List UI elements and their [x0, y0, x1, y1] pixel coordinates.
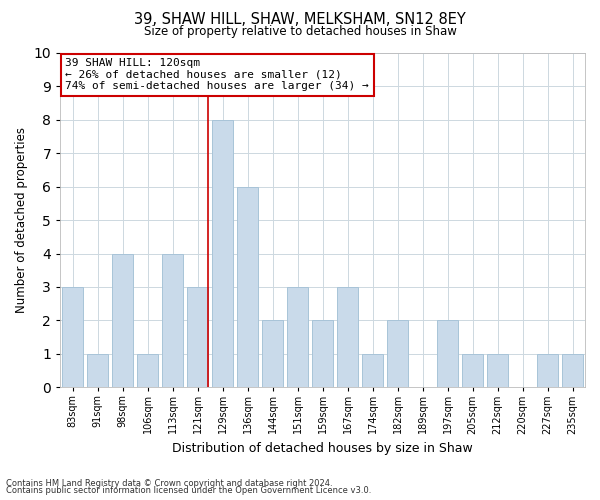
Bar	[137, 354, 158, 387]
Bar	[162, 254, 183, 387]
Bar	[237, 186, 258, 387]
Text: 39, SHAW HILL, SHAW, MELKSHAM, SN12 8EY: 39, SHAW HILL, SHAW, MELKSHAM, SN12 8EY	[134, 12, 466, 28]
Text: 39 SHAW HILL: 120sqm
← 26% of detached houses are smaller (12)
74% of semi-detac: 39 SHAW HILL: 120sqm ← 26% of detached h…	[65, 58, 369, 91]
Bar	[537, 354, 558, 387]
Bar	[387, 320, 408, 387]
Bar	[462, 354, 483, 387]
Bar	[487, 354, 508, 387]
Bar	[62, 287, 83, 387]
Bar	[562, 354, 583, 387]
X-axis label: Distribution of detached houses by size in Shaw: Distribution of detached houses by size …	[172, 442, 473, 455]
Bar	[362, 354, 383, 387]
Bar	[287, 287, 308, 387]
Y-axis label: Number of detached properties: Number of detached properties	[15, 127, 28, 313]
Bar	[312, 320, 333, 387]
Bar	[212, 120, 233, 387]
Text: Size of property relative to detached houses in Shaw: Size of property relative to detached ho…	[143, 25, 457, 38]
Bar	[262, 320, 283, 387]
Bar	[112, 254, 133, 387]
Bar	[437, 320, 458, 387]
Text: Contains HM Land Registry data © Crown copyright and database right 2024.: Contains HM Land Registry data © Crown c…	[6, 478, 332, 488]
Bar	[187, 287, 208, 387]
Text: Contains public sector information licensed under the Open Government Licence v3: Contains public sector information licen…	[6, 486, 371, 495]
Bar	[87, 354, 109, 387]
Bar	[337, 287, 358, 387]
